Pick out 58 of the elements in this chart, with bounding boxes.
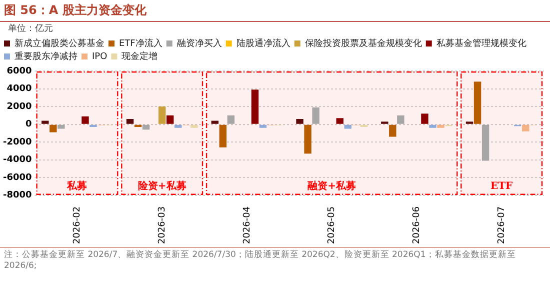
bar (50, 124, 57, 132)
x-tick-label: 2026-02 (72, 206, 83, 244)
legend-label: 保险投资股票及基金规模变化 (304, 38, 422, 49)
band-label: 融资+私募 (308, 180, 356, 192)
bar (219, 124, 227, 148)
band-label: 私募 (66, 180, 88, 192)
text: 注：公募基金更新至 2026/7、融资资金更新至 2026/7/30；陆股通更新至 2026Q2、险资更新至 2026Q1；私募基金数据更新至 2026/6; (4, 250, 517, 272)
bar (42, 120, 49, 124)
bar (312, 107, 320, 124)
bar (421, 114, 428, 124)
bar (336, 118, 344, 124)
chart-title: 图 56：A 股主力资金变化 (0, 0, 550, 22)
bar (142, 124, 150, 130)
bar (389, 124, 396, 137)
bar (58, 124, 65, 129)
x-tick-label: 2026-07 (496, 206, 507, 244)
y-tick-label: -6000 (2, 172, 32, 183)
bar (522, 124, 530, 132)
bar (211, 120, 219, 124)
bar (158, 106, 166, 124)
x-tick-label: 2026-04 (242, 206, 252, 244)
y-tick-label: 6000 (6, 66, 32, 76)
x-tick-label: 2026-05 (327, 206, 338, 244)
y-tick-label: 2000 (6, 102, 32, 112)
y-tick-label: -2000 (2, 137, 32, 148)
bar (126, 118, 134, 124)
legend-label: 新成立偏股类公募基金 (14, 38, 104, 49)
y-axis-title: 单位：亿元 (7, 22, 54, 35)
y-tick-label: -4000 (2, 155, 32, 166)
bar (397, 115, 404, 124)
y-tick-label: 4000 (6, 84, 32, 94)
bar (474, 82, 482, 124)
legend-label: 融资净买入 (176, 38, 222, 49)
legend-label: IPO (92, 52, 108, 62)
bar (166, 115, 174, 124)
legend-label: ETF净流入 (119, 38, 162, 49)
bar (174, 124, 182, 128)
bar (296, 118, 304, 124)
legend-label: 重要股东净减持 (14, 50, 78, 62)
bar (482, 124, 490, 161)
y-tick-label: 0 (26, 120, 32, 130)
legend-label: 陆股通净流入 (236, 38, 290, 49)
x-tick-label: 2026-03 (157, 206, 168, 244)
bar (259, 124, 267, 128)
x-tick-label: 2026-06 (412, 206, 422, 244)
bar (304, 124, 312, 154)
bar (437, 124, 444, 128)
legend-label: 私募基金管理规模变化 (436, 38, 526, 49)
bar (190, 124, 198, 128)
bar (344, 124, 352, 129)
bar (82, 116, 89, 124)
band-label: 险资+私募 (138, 180, 186, 192)
bar (227, 115, 235, 124)
bar (251, 90, 259, 124)
band-label: ETF (490, 181, 513, 192)
legend-label: 现金定增 (122, 50, 158, 62)
bar (429, 124, 436, 128)
y-tick-label: -8000 (2, 190, 32, 201)
